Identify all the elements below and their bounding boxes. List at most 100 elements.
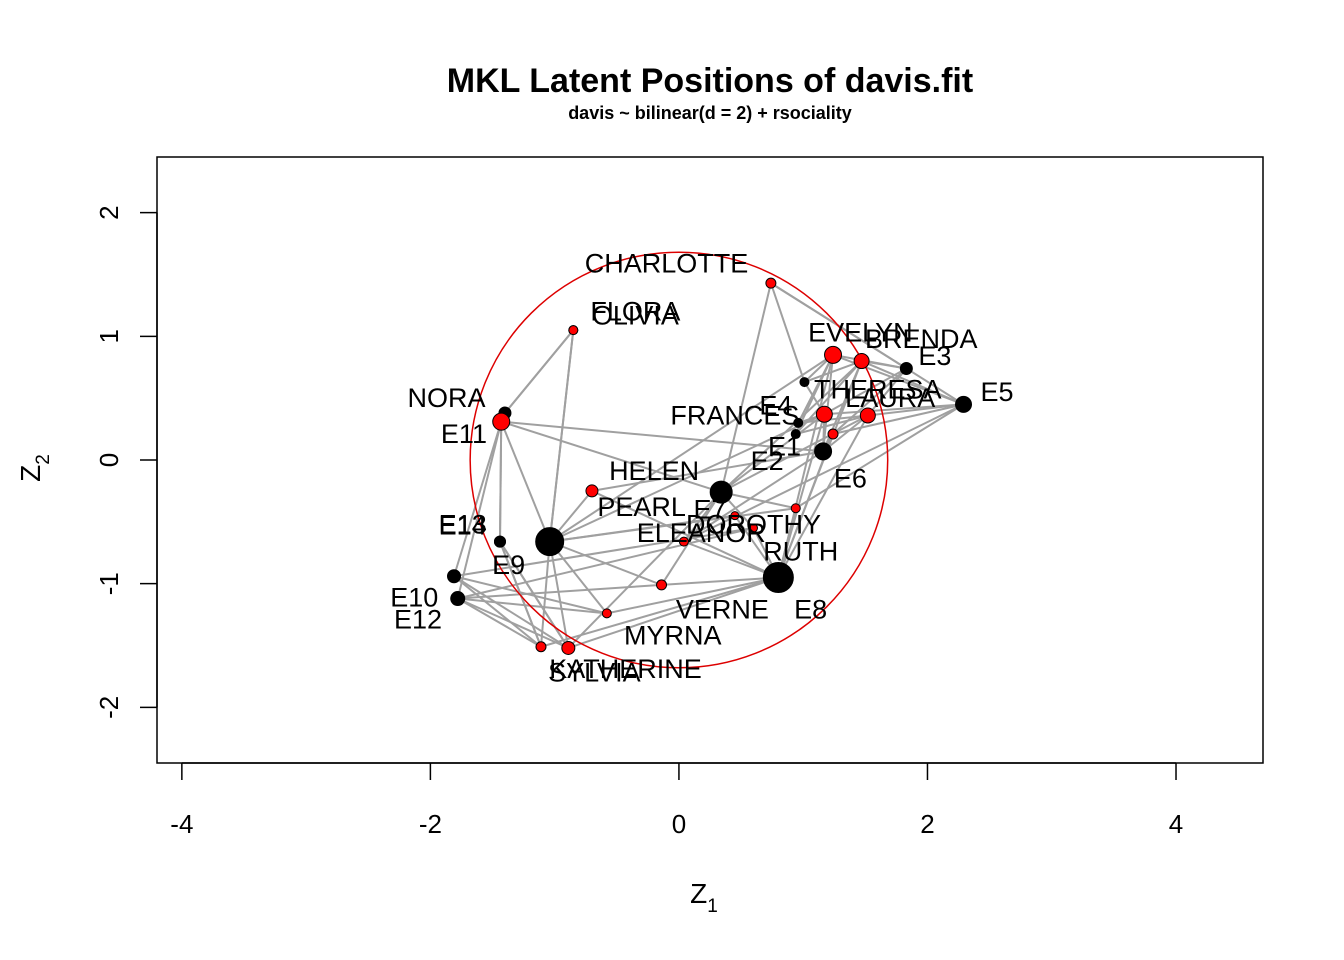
event-label-e2: E2 — [751, 446, 784, 476]
edge-flora-e9 — [548, 330, 575, 542]
edge-charlotte-e4 — [769, 282, 806, 383]
woman-label-theresa: THERESA — [814, 375, 942, 405]
edge-laura-e7 — [720, 414, 869, 494]
edge-evelyn-e6 — [822, 354, 835, 452]
woman-label-brenda: BRENDA — [865, 324, 978, 354]
edge-brenda-e1 — [795, 360, 863, 435]
edge-eleanor-e8 — [683, 540, 779, 579]
woman-label-ruth: RUTH — [763, 537, 838, 567]
woman-label-nora: NORA — [408, 383, 486, 413]
event-point-e5 — [955, 395, 973, 413]
edge-katherine-e12 — [457, 597, 542, 648]
edge-pearl-e6 — [591, 450, 824, 492]
event-point-e1 — [790, 429, 801, 440]
edge-ruth-e7 — [720, 491, 796, 510]
event-label-e3: E3 — [918, 341, 951, 371]
nodes-layer — [447, 277, 973, 655]
edge-charlotte-e5 — [770, 282, 965, 406]
woman-label-charlotte: CHARLOTTE — [585, 248, 749, 278]
event-label-e10: E10 — [390, 582, 438, 612]
event-point-e6 — [814, 442, 833, 461]
woman-point-sylvia — [561, 640, 576, 655]
edge-sylvia-e12 — [457, 597, 569, 649]
event-label-e1: E1 — [768, 431, 801, 461]
woman-label-dorothy: DOROTHY — [686, 509, 821, 539]
edge-brenda-e5 — [861, 360, 964, 406]
woman-point-frances — [827, 428, 839, 440]
woman-label-eleanor: ELEANOR — [637, 518, 766, 548]
woman-point-ruth — [790, 503, 801, 514]
edge-ruth-e5 — [795, 403, 965, 510]
x-axis-label: Z1 — [690, 878, 718, 917]
woman-label-flora: FLORA — [590, 297, 680, 327]
edge-theresa-e9 — [549, 413, 825, 543]
event-point-e2 — [793, 417, 804, 428]
edge-dorothy-e9 — [549, 514, 735, 543]
latent-circle — [469, 251, 889, 669]
event-point-e3 — [899, 361, 913, 375]
woman-label-pearl: PEARL — [597, 492, 686, 522]
woman-point-charlotte — [765, 277, 777, 289]
woman-point-verne — [656, 579, 668, 591]
edge-laura-e8 — [777, 414, 869, 578]
woman-label-olivia: OLIVIA — [592, 300, 679, 330]
y-tick-label: 2 — [94, 205, 124, 219]
woman-label-verne: VERNE — [676, 595, 769, 625]
circle-layer — [469, 251, 889, 669]
chart-title: MKL Latent Positions of davis.fit — [447, 62, 973, 100]
event-point-e8 — [762, 561, 794, 593]
edge-nora-e12 — [456, 421, 503, 599]
edge-theresa-e3 — [823, 367, 907, 416]
woman-label-helen: HELEN — [609, 456, 699, 486]
edge-sylvia-e7 — [567, 491, 722, 649]
woman-point-brenda — [853, 353, 870, 370]
woman-point-katherine — [535, 641, 547, 653]
x-tick-label: -4 — [170, 809, 193, 839]
edge-helen-e10 — [453, 527, 754, 578]
event-point-e4 — [799, 377, 810, 388]
event-label-e5: E5 — [981, 377, 1014, 407]
event-point-e12 — [450, 591, 466, 607]
event-point-e7 — [709, 480, 733, 504]
event-label-e13: E13 — [439, 509, 487, 539]
edge-frances-e3 — [832, 367, 908, 435]
event-label-e7: E7 — [693, 494, 726, 524]
woman-point-eleanor — [678, 536, 689, 547]
edge-verne-e8 — [661, 576, 779, 586]
edge-sylvia-e10 — [453, 575, 569, 649]
woman-point-flora — [568, 325, 579, 336]
edge-nora-e6 — [501, 420, 824, 453]
edge-nora-e9 — [500, 421, 551, 542]
edge-nora-e7 — [500, 420, 722, 494]
x-tick-label: 2 — [920, 809, 934, 839]
woman-label-katherine: KATHERINE — [549, 654, 702, 684]
edge-charlotte-e7 — [720, 282, 772, 493]
woman-point-pearl — [585, 484, 599, 498]
edge-sylvia-e14 — [499, 541, 570, 649]
y-axis: -2 -1 0 1 2 — [94, 205, 158, 719]
woman-point-evelyn — [824, 345, 843, 364]
edge-flora-e11 — [504, 329, 575, 414]
woman-point-dorothy — [730, 511, 740, 521]
chart-subtitle: davis ~ bilinear(d = 2) + rsociality — [568, 103, 852, 123]
event-label-e12: E12 — [394, 605, 442, 635]
edge-laura-e6 — [822, 414, 869, 453]
y-tick-label: -2 — [94, 696, 124, 719]
x-tick-label: 0 — [672, 809, 686, 839]
x-axis: -4 -2 0 2 4 — [170, 762, 1183, 839]
x-tick-label: -2 — [419, 809, 442, 839]
edge-sylvia-e8 — [568, 576, 779, 649]
edges-layer — [453, 282, 965, 649]
woman-label-sylvia: SYLVIA — [548, 658, 641, 688]
woman-point-laura — [859, 407, 876, 424]
event-label-e11: E11 — [441, 419, 487, 449]
woman-label-myrna: MYRNA — [624, 621, 722, 651]
event-point-e10 — [447, 569, 462, 584]
edge-helen-e12 — [457, 527, 754, 600]
edge-evelyn-e2 — [797, 354, 834, 424]
edge-pearl-e8 — [591, 490, 779, 579]
woman-label-evelyn: EVELYN — [808, 318, 913, 348]
edge-theresa-e7 — [720, 413, 825, 493]
